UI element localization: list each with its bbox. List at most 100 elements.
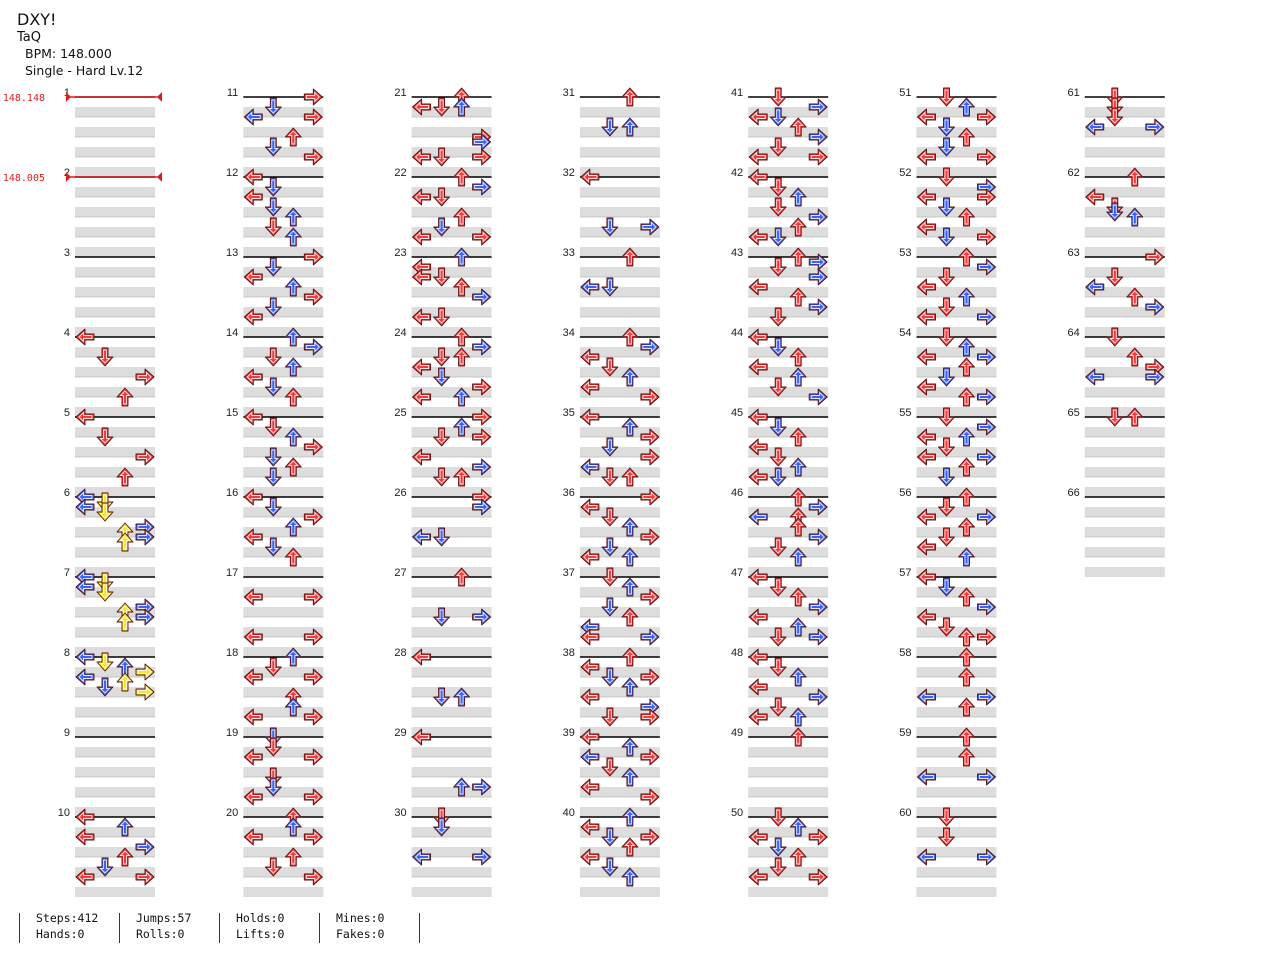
beat-shade <box>748 767 829 777</box>
arrow-shape <box>453 327 471 347</box>
beat-shade <box>243 867 324 877</box>
arrow-highlight <box>1129 210 1141 225</box>
beat-shade <box>748 667 829 677</box>
arrow-highlight <box>137 531 152 543</box>
arrow-shape <box>580 408 600 426</box>
measure-1: 1 <box>64 87 155 177</box>
arrow-shape <box>601 757 619 777</box>
arrow-shape <box>1106 267 1124 287</box>
arrow-down-note <box>769 417 787 437</box>
arrow-highlight <box>305 91 320 103</box>
arrow-highlight <box>772 579 784 594</box>
beat-shade <box>748 687 829 697</box>
arrow-highlight <box>919 311 934 323</box>
arrow-highlight <box>119 535 131 550</box>
arrow-shape <box>135 528 155 546</box>
arrow-highlight <box>287 520 299 535</box>
arrow-right-note <box>1145 368 1165 386</box>
arrow-up-note <box>116 532 134 552</box>
beat-shade <box>1084 427 1165 437</box>
measure-number: 19 <box>226 727 238 739</box>
arrow-highlight <box>99 504 111 519</box>
arrow-right-note <box>1145 248 1165 266</box>
arrow-highlight <box>642 671 657 683</box>
bpm-change-marker: 148.005 <box>3 172 162 184</box>
arrow-left-note <box>748 408 768 426</box>
arrow-shape <box>1145 298 1165 316</box>
arrow-shape <box>748 828 768 846</box>
arrow-highlight <box>267 219 279 234</box>
arrow-highlight <box>960 590 973 605</box>
arrow-right-note <box>303 148 323 166</box>
arrow-up-note <box>453 687 471 707</box>
arrow-highlight <box>1147 121 1162 133</box>
arrow-right-note <box>977 348 996 366</box>
arrow-right-note <box>303 708 323 726</box>
arrow-left-note <box>917 568 936 586</box>
bpm-arrow-start <box>66 172 71 182</box>
arrow-highlight <box>624 520 636 535</box>
arrow-shape <box>938 467 955 487</box>
arrow-shape <box>243 708 263 726</box>
beat-shade <box>748 507 829 517</box>
arrow-highlight <box>642 701 657 713</box>
arrow-left-note <box>917 188 936 206</box>
arrow-down-note <box>769 87 787 107</box>
beat-shade <box>748 147 829 157</box>
arrow-highlight <box>305 671 320 683</box>
beat-shade <box>748 747 829 757</box>
arrow-highlight <box>604 829 616 844</box>
arrow-down-note <box>264 217 282 237</box>
arrow-shape <box>412 358 432 376</box>
arrow-highlight <box>287 550 299 565</box>
arrow-down-note <box>769 337 787 357</box>
arrow-left-note <box>917 148 936 166</box>
arrow-shape <box>1126 287 1144 307</box>
arrow-up-note <box>453 777 471 797</box>
arrow-shape <box>958 287 975 307</box>
arrow-shape <box>789 667 807 687</box>
arrow-up-note <box>958 547 975 567</box>
beat-shade <box>1084 107 1165 117</box>
arrow-left-note <box>412 188 432 206</box>
beat-shade <box>916 787 997 797</box>
beat-shade <box>579 487 660 497</box>
stats-separator <box>119 913 120 943</box>
arrow-up-note <box>284 547 302 567</box>
arrow-down-note <box>96 582 114 602</box>
beat-shade <box>411 347 492 357</box>
arrow-highlight <box>267 379 279 394</box>
beat-shade <box>916 387 997 397</box>
arrow-shape <box>1106 107 1124 127</box>
arrow-shape <box>433 147 451 167</box>
measure-18: 18 <box>226 647 324 737</box>
arrow-shape <box>769 197 787 217</box>
arrow-highlight <box>583 751 598 763</box>
beat-shade <box>748 607 829 617</box>
beat-shade <box>748 727 829 737</box>
arrow-shape <box>789 707 807 727</box>
beat-shade <box>579 227 660 237</box>
arrow-highlight <box>792 430 804 445</box>
arrow-shape <box>264 657 282 677</box>
arrow-highlight <box>604 509 616 524</box>
arrow-shape <box>580 498 600 516</box>
arrow-down-note <box>938 437 955 457</box>
arrow-shape <box>769 657 787 677</box>
arrow-left-note <box>412 258 432 276</box>
measure-number: 40 <box>563 807 575 819</box>
beat-shade <box>1084 407 1165 417</box>
arrow-down-note <box>769 137 787 157</box>
arrow-shape <box>917 448 936 466</box>
arrow-left-note <box>75 408 95 426</box>
arrow-shape <box>96 502 114 522</box>
arrow-shape <box>412 388 432 406</box>
arrow-left-note <box>75 828 95 846</box>
arrow-highlight <box>960 700 973 715</box>
arrow-highlight <box>436 309 448 324</box>
arrow-left-note <box>748 568 768 586</box>
arrow-highlight <box>960 390 973 405</box>
measure-number: 22 <box>394 167 406 179</box>
arrow-highlight <box>979 311 994 323</box>
arrow-shape <box>135 368 155 386</box>
